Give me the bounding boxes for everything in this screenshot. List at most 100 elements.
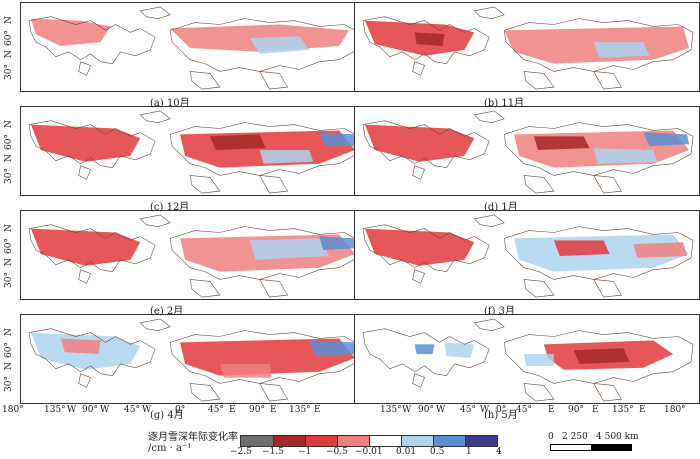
coastline xyxy=(259,71,288,90)
lon-tick: 180° xyxy=(664,405,686,415)
lon-tick: W xyxy=(142,405,152,415)
coastline xyxy=(28,16,156,64)
lat-label-n2: N xyxy=(4,328,14,336)
coastline xyxy=(523,175,555,194)
caption-b: (b) 11月 xyxy=(484,98,525,109)
legend-title-line1: 逐月雪深年际变化率 xyxy=(148,432,238,443)
coastline xyxy=(78,269,91,284)
coastline xyxy=(189,279,221,298)
coastline xyxy=(523,279,555,298)
coastline xyxy=(362,16,490,64)
lon-tick: E xyxy=(639,405,646,415)
lat-label-30: 30° xyxy=(4,376,14,392)
caption-f: (f) 3月 xyxy=(484,306,516,317)
lon-tick: 45° xyxy=(460,405,476,415)
snow-trend-region xyxy=(633,242,688,258)
lon-tick: E xyxy=(270,405,277,415)
snow-trend-region xyxy=(30,228,141,266)
coastline xyxy=(412,61,425,76)
legend-tick: 0.01 xyxy=(396,447,417,457)
lon-tick: E xyxy=(229,405,236,415)
coastline xyxy=(362,120,490,168)
legend-tick: 1 xyxy=(466,447,472,457)
lat-label-n1: N xyxy=(4,362,14,370)
map-panel-g xyxy=(20,314,366,404)
map-panel-f xyxy=(354,210,700,300)
scale-label-mid: 2 250 xyxy=(562,432,588,442)
coastline xyxy=(473,110,505,123)
snow-trend-region xyxy=(249,36,310,54)
legend-swatch xyxy=(465,436,497,446)
legend-swatch xyxy=(369,436,401,446)
lon-tick: 45° xyxy=(516,405,532,415)
lat-label-n2: N xyxy=(4,120,14,128)
map-panel-b xyxy=(354,2,700,92)
coastline xyxy=(503,18,694,72)
lon-tick: W xyxy=(100,405,110,415)
legend-tick: 4 xyxy=(496,447,502,457)
coastline xyxy=(78,165,91,180)
caption-d: (d) 1月 xyxy=(484,202,518,213)
lat-label-n1: N xyxy=(4,258,14,266)
coastline xyxy=(473,318,505,331)
legend-color-bar xyxy=(240,435,498,447)
lon-tick: E xyxy=(592,405,599,415)
coastline xyxy=(593,279,622,298)
lat-label-n2: N xyxy=(4,16,14,24)
lon-tick: 135° xyxy=(289,405,311,415)
map-canvas xyxy=(362,6,694,90)
coastline xyxy=(78,373,91,388)
snow-trend-region xyxy=(259,150,314,164)
snow-trend-region xyxy=(249,238,330,260)
map-canvas xyxy=(362,214,694,298)
lat-label-n1: N xyxy=(4,50,14,58)
coastline xyxy=(139,110,171,123)
coastline xyxy=(593,383,622,402)
caption-a: (a) 10月 xyxy=(150,98,190,109)
lon-tick: W xyxy=(67,405,77,415)
lat-label-n2: N xyxy=(4,224,14,232)
map-panel-h xyxy=(354,314,700,404)
legend-swatch xyxy=(401,436,433,446)
caption-g: (g) 4月 xyxy=(150,410,184,421)
lon-tick: 90° xyxy=(249,405,265,415)
lon-tick: 0° xyxy=(496,405,507,415)
snow-trend-region xyxy=(553,240,610,256)
coastline xyxy=(78,61,91,76)
snow-trend-region xyxy=(319,236,358,251)
lat-label-60: 60° xyxy=(4,30,14,46)
snow-trend-region xyxy=(219,363,272,378)
snow-trend-region xyxy=(414,32,445,47)
lon-tick: 135° xyxy=(380,405,402,415)
lat-label-60: 60° xyxy=(4,342,14,358)
legend-tick: −0.01 xyxy=(355,447,383,457)
caption-c: (c) 12月 xyxy=(150,202,190,213)
lon-tick: 45° xyxy=(208,405,224,415)
coastline xyxy=(362,224,490,272)
coastline xyxy=(169,122,360,176)
snow-trend-region xyxy=(309,340,358,357)
legend-swatch xyxy=(273,436,305,446)
legend-title: 逐月雪深年际变化率 /cm · a⁻¹ xyxy=(148,432,238,454)
scale-label-0: 0 xyxy=(548,432,554,442)
snow-trend-region xyxy=(524,354,554,366)
coastline xyxy=(412,373,425,388)
legend-tick: −1.5 xyxy=(262,447,284,457)
map-panel-c xyxy=(20,106,366,196)
legend-tick: 0.5 xyxy=(430,447,445,457)
snow-trend-region xyxy=(364,228,475,266)
lon-tick: 180° xyxy=(2,405,24,415)
snow-trend-region xyxy=(30,124,141,162)
lat-label-n1: N xyxy=(4,154,14,162)
coastline xyxy=(412,165,425,180)
lat-label-60: 60° xyxy=(4,238,14,254)
legend-tick: −2.5 xyxy=(230,447,252,457)
lon-tick: E xyxy=(314,405,321,415)
map-canvas xyxy=(362,318,694,402)
legend-swatch xyxy=(305,436,337,446)
snow-trend-region xyxy=(364,124,475,162)
lat-label-30: 30° xyxy=(4,64,14,80)
lon-tick: W xyxy=(436,405,446,415)
coastline xyxy=(189,383,221,402)
coastline xyxy=(593,175,622,194)
